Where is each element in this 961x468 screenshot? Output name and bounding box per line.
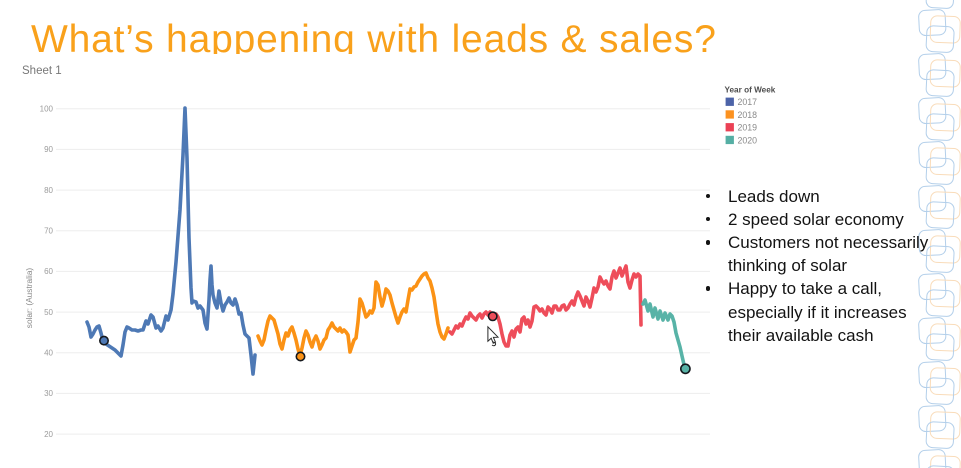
svg-text:100: 100 bbox=[40, 105, 54, 114]
svg-text:Year of Week: Year of Week bbox=[725, 85, 776, 94]
svg-text:40: 40 bbox=[44, 349, 53, 358]
svg-text:90: 90 bbox=[44, 145, 53, 154]
svg-text:60: 60 bbox=[44, 267, 53, 276]
svg-text:2018: 2018 bbox=[738, 110, 758, 120]
svg-text:2017: 2017 bbox=[738, 97, 758, 107]
svg-text:30: 30 bbox=[44, 389, 53, 398]
svg-text:Sheet 1: Sheet 1 bbox=[22, 65, 62, 77]
svg-text:solar: (Australia): solar: (Australia) bbox=[24, 268, 34, 329]
svg-text:20: 20 bbox=[44, 430, 53, 439]
svg-text:50: 50 bbox=[44, 308, 53, 317]
svg-text:70: 70 bbox=[44, 227, 53, 236]
svg-text:2020: 2020 bbox=[738, 135, 758, 145]
svg-text:2019: 2019 bbox=[738, 123, 758, 133]
svg-text:80: 80 bbox=[44, 186, 53, 195]
